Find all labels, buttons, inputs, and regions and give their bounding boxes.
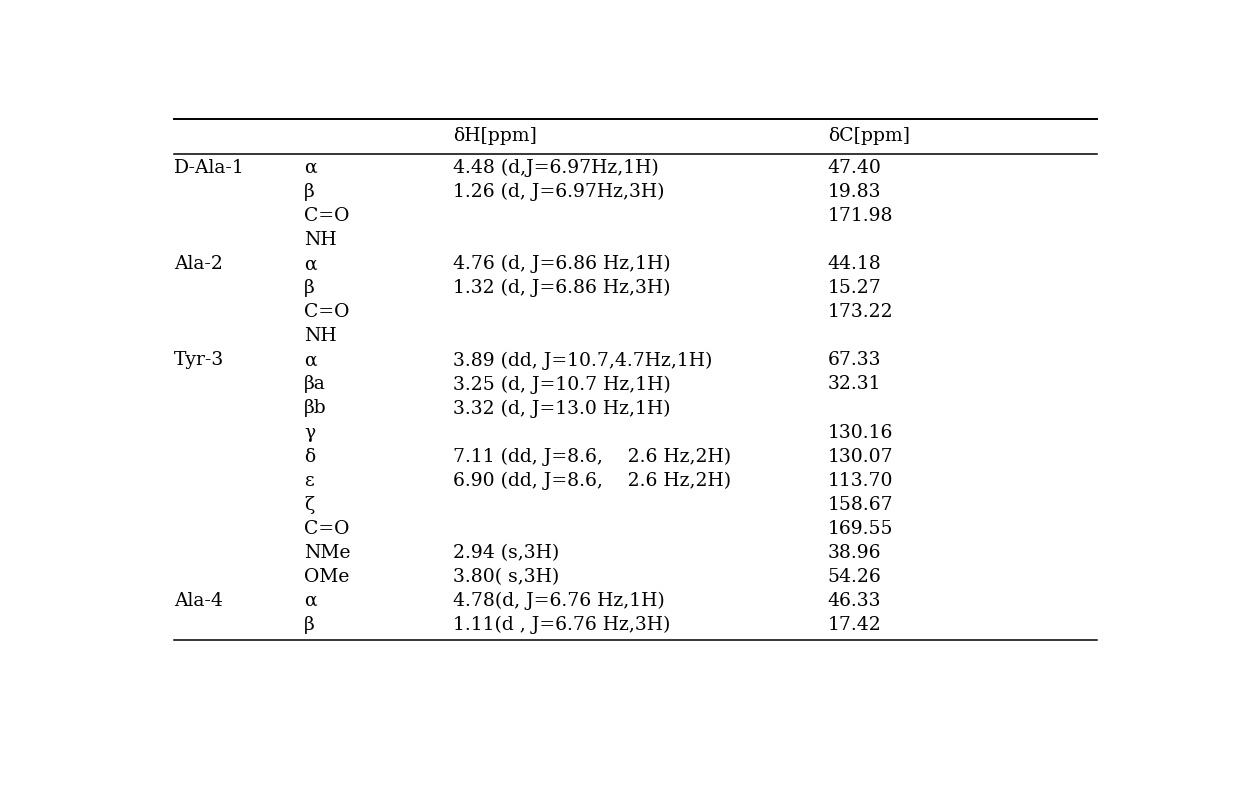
Text: 44.18: 44.18 — [828, 255, 882, 273]
Text: 2.94 (s,3H): 2.94 (s,3H) — [453, 543, 559, 562]
Text: 1.26 (d, J=6.97Hz,3H): 1.26 (d, J=6.97Hz,3H) — [453, 183, 665, 201]
Text: NH: NH — [304, 328, 336, 345]
Text: 3.80( s,3H): 3.80( s,3H) — [453, 568, 559, 586]
Text: 1.32 (d, J=6.86 Hz,3H): 1.32 (d, J=6.86 Hz,3H) — [453, 279, 671, 298]
Text: 4.48 (d,J=6.97Hz,1H): 4.48 (d,J=6.97Hz,1H) — [453, 159, 658, 177]
Text: Tyr-3: Tyr-3 — [174, 351, 224, 369]
Text: C=O: C=O — [304, 303, 350, 321]
Text: 173.22: 173.22 — [828, 303, 893, 321]
Text: 1.11(d , J=6.76 Hz,3H): 1.11(d , J=6.76 Hz,3H) — [453, 616, 671, 634]
Text: 6.90 (dd, J=8.6,  2.6 Hz,2H): 6.90 (dd, J=8.6, 2.6 Hz,2H) — [453, 471, 732, 490]
Text: 4.78(d, J=6.76 Hz,1H): 4.78(d, J=6.76 Hz,1H) — [453, 592, 665, 610]
Text: 3.32 (d, J=13.0 Hz,1H): 3.32 (d, J=13.0 Hz,1H) — [453, 399, 671, 418]
Text: 130.16: 130.16 — [828, 423, 893, 441]
Text: α: α — [304, 255, 316, 273]
Text: 113.70: 113.70 — [828, 471, 893, 490]
Text: Ala-4: Ala-4 — [174, 592, 223, 610]
Text: 3.25 (d, J=10.7 Hz,1H): 3.25 (d, J=10.7 Hz,1H) — [453, 375, 671, 393]
Text: 171.98: 171.98 — [828, 207, 893, 225]
Text: α: α — [304, 351, 316, 369]
Text: 32.31: 32.31 — [828, 375, 882, 393]
Text: β: β — [304, 616, 315, 634]
Text: 3.89 (dd, J=10.7,4.7Hz,1H): 3.89 (dd, J=10.7,4.7Hz,1H) — [453, 351, 712, 370]
Text: γ: γ — [304, 423, 315, 441]
Text: α: α — [304, 592, 316, 610]
Text: δH[ppm]: δH[ppm] — [453, 127, 537, 145]
Text: Ala-2: Ala-2 — [174, 255, 223, 273]
Text: OMe: OMe — [304, 568, 350, 586]
Text: 67.33: 67.33 — [828, 351, 882, 369]
Text: βa: βa — [304, 375, 326, 393]
Text: 7.11 (dd, J=8.6,  2.6 Hz,2H): 7.11 (dd, J=8.6, 2.6 Hz,2H) — [453, 448, 732, 466]
Text: ζ: ζ — [304, 496, 314, 513]
Text: δC[ppm]: δC[ppm] — [828, 127, 910, 145]
Text: 17.42: 17.42 — [828, 616, 882, 634]
Text: 169.55: 169.55 — [828, 520, 893, 538]
Text: 15.27: 15.27 — [828, 279, 882, 298]
Text: 158.67: 158.67 — [828, 496, 893, 513]
Text: α: α — [304, 159, 316, 177]
Text: 46.33: 46.33 — [828, 592, 882, 610]
Text: C=O: C=O — [304, 207, 350, 225]
Text: NMe: NMe — [304, 543, 351, 562]
Text: 38.96: 38.96 — [828, 543, 882, 562]
Text: 54.26: 54.26 — [828, 568, 882, 586]
Text: 130.07: 130.07 — [828, 448, 893, 466]
Text: β: β — [304, 183, 315, 201]
Text: βb: βb — [304, 400, 326, 418]
Text: 47.40: 47.40 — [828, 159, 882, 177]
Text: β: β — [304, 279, 315, 298]
Text: NH: NH — [304, 231, 336, 249]
Text: δ: δ — [304, 448, 315, 466]
Text: C=O: C=O — [304, 520, 350, 538]
Text: 4.76 (d, J=6.86 Hz,1H): 4.76 (d, J=6.86 Hz,1H) — [453, 255, 671, 273]
Text: 19.83: 19.83 — [828, 183, 882, 201]
Text: D-Ala-1: D-Ala-1 — [174, 159, 246, 177]
Text: ε: ε — [304, 471, 314, 490]
